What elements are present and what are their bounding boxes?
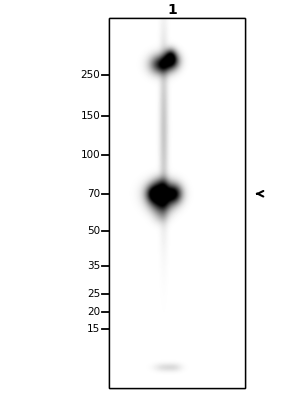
Text: 1: 1 [167,3,177,17]
Text: 100: 100 [80,150,100,160]
Text: 20: 20 [87,307,100,317]
Text: 50: 50 [87,226,100,236]
Text: 25: 25 [87,289,100,299]
Text: 70: 70 [87,189,100,199]
Text: 15: 15 [87,324,100,334]
FancyBboxPatch shape [109,18,245,388]
Text: 35: 35 [87,261,100,271]
Text: 250: 250 [80,70,100,80]
Text: 150: 150 [80,111,100,121]
